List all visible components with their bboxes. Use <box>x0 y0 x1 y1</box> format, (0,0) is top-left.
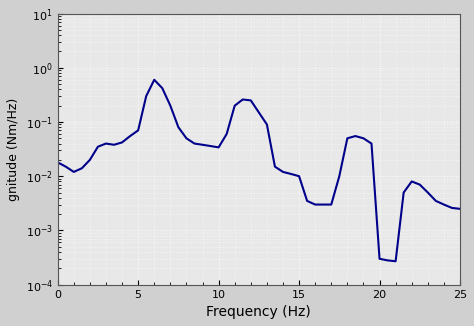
Y-axis label: gnitude (Nm/Hz): gnitude (Nm/Hz) <box>7 97 20 201</box>
X-axis label: Frequency (Hz): Frequency (Hz) <box>207 305 311 319</box>
